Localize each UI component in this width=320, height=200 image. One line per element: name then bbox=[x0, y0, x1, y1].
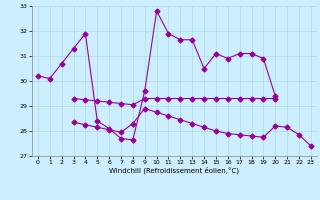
X-axis label: Windchill (Refroidissement éolien,°C): Windchill (Refroidissement éolien,°C) bbox=[109, 167, 239, 174]
